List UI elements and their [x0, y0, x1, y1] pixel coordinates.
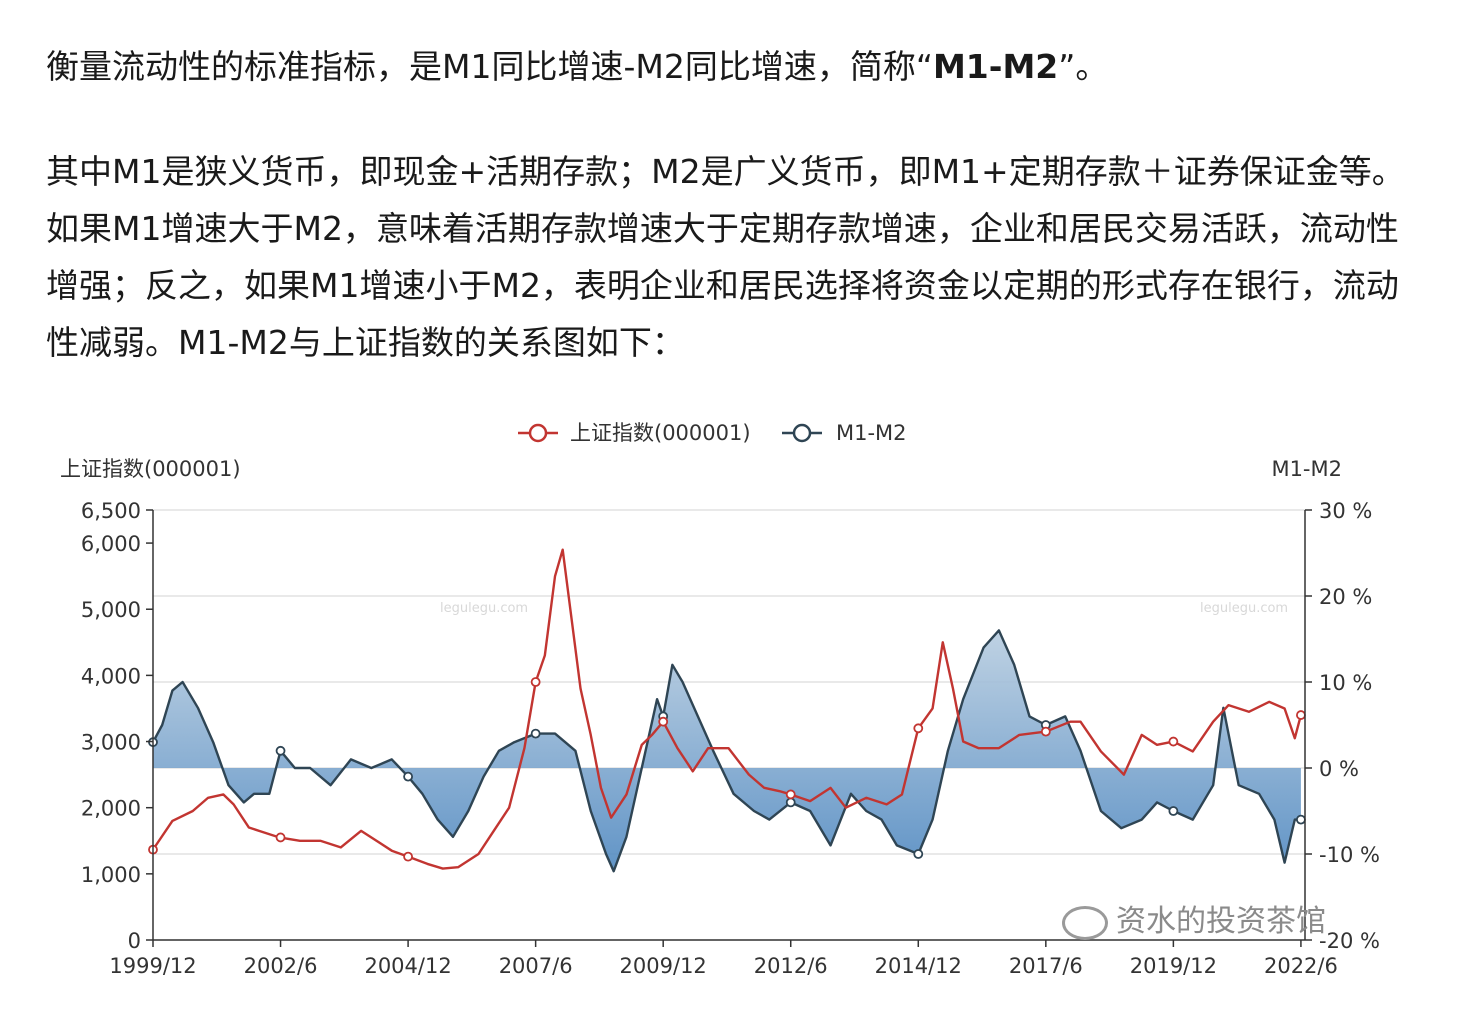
intro-text-end: ”。 [1058, 47, 1109, 86]
shcomp-point [658, 716, 669, 727]
right-axis-tick-label: -10 % [1319, 843, 1380, 867]
left-axis-title: 上证指数(000001) [60, 457, 241, 481]
left-axis-tick-label: 1,000 [81, 863, 141, 887]
wechat-icon [1062, 905, 1108, 940]
right-axis-tick-label: -20 % [1319, 929, 1380, 953]
shcomp-point [913, 723, 924, 734]
shcomp-point [403, 851, 413, 862]
x-axis-tick-label: 2007/6 [499, 954, 573, 978]
m1m2-area-fill [153, 630, 1301, 872]
brand-watermark-text: 资水的投资茶馆 [1116, 904, 1326, 939]
right-axis-title: M1-M2 [1271, 457, 1342, 481]
m1m2-point [913, 849, 924, 859]
m1m2-point [1296, 814, 1306, 825]
left-axis-tick-label: 6,000 [81, 532, 141, 556]
chart-watermark-right: legulegu.com [1200, 601, 1288, 616]
right-axis-tick-label: 20 % [1319, 585, 1372, 609]
shcomp-point [275, 832, 286, 843]
explanation-paragraph: 其中M1是狭义货币，即现金+活期存款；M2是广义货币，即M1+定期存款＋证券保证… [46, 152, 1405, 362]
m1m2-point [1168, 806, 1179, 816]
shcomp-point [785, 789, 796, 800]
m1m2-line [151, 629, 1301, 873]
x-axis-tick-label: 2012/6 [754, 954, 828, 978]
intro-text: 衡量流动性的标准指标，是M1同比增速-M2同比增速，简称“ [46, 47, 933, 86]
intro-paragraph: 衡量流动性的标准指标，是M1同比增速-M2同比增速，简称“M1-M2”。 [46, 38, 1416, 95]
chart-watermark-left: legulegu.com [440, 601, 528, 616]
right-axis-tick-label: 10 % [1319, 671, 1372, 695]
left-axis-tick-label: 0 [128, 929, 141, 953]
left-axis-tick-label: 3,000 [81, 731, 141, 755]
chart-axes: 6,500 6,000 5,000 4,000 3,000 2,000 1,000 0 30 %… [81, 499, 1380, 978]
x-axis-tick-label: 2017/6 [1009, 954, 1083, 978]
m1m2-point [530, 728, 541, 739]
shcomp-point [1296, 710, 1306, 720]
chart-grid [153, 509, 1305, 941]
x-axis-tick-label: 2022/6 [1264, 954, 1338, 978]
left-axis-tick-label: 5,000 [81, 598, 141, 622]
x-axis-tick-label: 2014/12 [875, 954, 962, 978]
x-axis-tick-label: 1999/12 [109, 954, 196, 978]
m1m2-point [785, 797, 796, 808]
left-axis-tick-label: 4,000 [81, 664, 141, 688]
left-axis-tick-label: 2,000 [81, 797, 141, 821]
m1m2-point [403, 771, 413, 782]
chart-legend[interactable]: 上证指数(000001) M1-M2 [518, 421, 907, 445]
shcomp-m1m2-chart: 6,500 6,000 5,000 4,000 3,000 2,000 1,000 0 30 %… [60, 421, 1380, 978]
right-axis-tick-label: 0 % [1319, 757, 1359, 781]
shcomp-point [1040, 726, 1051, 737]
m1m2-point [275, 745, 286, 756]
legend-marker-m1m2 [792, 423, 812, 443]
intro-bold-term: M1-M2 [932, 47, 1059, 86]
shcomp-point [1168, 736, 1179, 747]
x-axis-tick-label: 2009/12 [620, 954, 707, 978]
shcomp-line [152, 548, 1303, 870]
legend-marker-shcomp [528, 423, 548, 443]
x-axis-tick-label: 2004/12 [364, 954, 451, 978]
right-axis-tick-label: 30 % [1319, 499, 1372, 523]
x-axis-tick-label: 2002/6 [244, 954, 318, 978]
left-axis-tick-label: 6,500 [81, 499, 141, 523]
legend-label-shcomp[interactable]: 上证指数(000001) [570, 421, 751, 445]
legend-label-m1m2[interactable]: M1-M2 [836, 421, 907, 445]
brand-watermark: 资水的投资茶馆 [1062, 896, 1326, 940]
chart-lines [151, 548, 1303, 873]
x-axis-tick-label: 2019/12 [1130, 954, 1217, 978]
m1m2-area [153, 630, 1301, 872]
shcomp-point [530, 677, 541, 687]
